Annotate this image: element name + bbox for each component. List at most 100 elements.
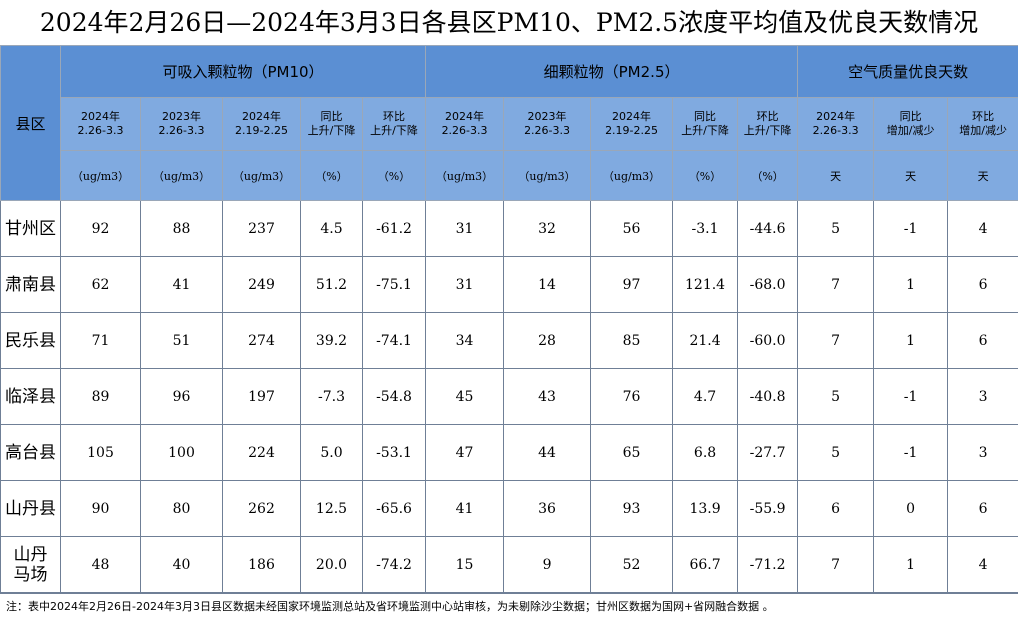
value-cell: 51 — [141, 313, 223, 369]
title: 2024年2月26日—2024年3月3日各县区PM10、PM2.5浓度平均值及优… — [0, 0, 1018, 45]
value-cell: -53.1 — [363, 425, 426, 481]
unit-header: （ug/m3） — [504, 151, 591, 201]
unit-header: 天 — [948, 151, 1018, 201]
cell-line: 上升/下降 — [738, 124, 797, 138]
unit-header: （ug/m3） — [141, 151, 223, 201]
value-cell: 262 — [223, 481, 301, 537]
value-cell: 93 — [591, 481, 673, 537]
value-cell: 52 — [591, 537, 673, 593]
value-cell: 80 — [141, 481, 223, 537]
unit-header: （%） — [301, 151, 363, 201]
value-cell: 92 — [61, 201, 141, 257]
unit-header: （ug/m3） — [591, 151, 673, 201]
value-cell: 32 — [504, 201, 591, 257]
value-cell: 40 — [141, 537, 223, 593]
group-header: 空气质量优良天数 — [798, 46, 1018, 98]
value-cell: 6 — [948, 481, 1018, 537]
value-cell: 5 — [798, 369, 874, 425]
value-cell: 36 — [504, 481, 591, 537]
value-cell: 12.5 — [301, 481, 363, 537]
cell-line: 2.19-2.25 — [591, 124, 672, 138]
value-cell: 14 — [504, 257, 591, 313]
value-cell: 224 — [223, 425, 301, 481]
value-cell: 7 — [798, 313, 874, 369]
table-row: 县区可吸入颗粒物（PM10）细颗粒物（PM2.5）空气质量优良天数 — [1, 46, 1018, 98]
value-cell: 85 — [591, 313, 673, 369]
value-cell: 76 — [591, 369, 673, 425]
value-cell: 237 — [223, 201, 301, 257]
value-cell: 4 — [948, 201, 1018, 257]
value-cell: 9 — [504, 537, 591, 593]
value-cell: 20.0 — [301, 537, 363, 593]
value-cell: -3.1 — [673, 201, 738, 257]
unit-header: 天 — [798, 151, 874, 201]
value-cell: 28 — [504, 313, 591, 369]
sub-header: 同比增加/减少 — [874, 98, 948, 151]
cell-line: 上升/下降 — [301, 124, 362, 138]
cell-line: 环比 — [363, 110, 425, 124]
value-cell: 88 — [141, 201, 223, 257]
cell-line: 2023年 — [141, 110, 222, 124]
footnote: 注：表中2024年2月26日-2024年3月3日县区数据未经国家环境监测总站及省… — [0, 593, 1018, 627]
value-cell: 90 — [61, 481, 141, 537]
cell-line: 肃南县 — [1, 275, 60, 295]
value-cell: 7 — [798, 257, 874, 313]
value-cell: 15 — [426, 537, 504, 593]
cell-line: 2024年 — [61, 110, 140, 124]
value-cell: -1 — [874, 425, 948, 481]
value-cell: -1 — [874, 201, 948, 257]
cell-line: 临泽县 — [1, 387, 60, 407]
value-cell: -75.1 — [363, 257, 426, 313]
value-cell: -55.9 — [738, 481, 798, 537]
value-cell: 45 — [426, 369, 504, 425]
cell-line: 环比 — [948, 110, 1018, 124]
cell-line: 2.26-3.3 — [798, 124, 873, 138]
value-cell: 1 — [874, 257, 948, 313]
value-cell: 6.8 — [673, 425, 738, 481]
value-cell: 121.4 — [673, 257, 738, 313]
value-cell: 274 — [223, 313, 301, 369]
value-cell: -27.7 — [738, 425, 798, 481]
value-cell: 186 — [223, 537, 301, 593]
value-cell: 197 — [223, 369, 301, 425]
cell-line: 2023年 — [504, 110, 590, 124]
cell-line: 2.26-3.3 — [426, 124, 503, 138]
unit-header: （ug/m3） — [61, 151, 141, 201]
region-label: 山丹县 — [1, 481, 61, 537]
value-cell: 34 — [426, 313, 504, 369]
sub-header: 环比增加/减少 — [948, 98, 1018, 151]
group-header: 可吸入颗粒物（PM10） — [61, 46, 426, 98]
value-cell: 3 — [948, 425, 1018, 481]
value-cell: 6 — [948, 257, 1018, 313]
region-label: 临泽县 — [1, 369, 61, 425]
value-cell: 4 — [948, 537, 1018, 593]
cell-line: 2.19-2.25 — [223, 124, 300, 138]
value-cell: 41 — [426, 481, 504, 537]
value-cell: 39.2 — [301, 313, 363, 369]
cell-line: 增加/减少 — [874, 124, 947, 138]
value-cell: 6 — [948, 313, 1018, 369]
value-cell: 1 — [874, 313, 948, 369]
region-label: 民乐县 — [1, 313, 61, 369]
cell-line: 2024年 — [223, 110, 300, 124]
value-cell: 1 — [874, 537, 948, 593]
cell-line: 同比 — [673, 110, 737, 124]
value-cell: -54.8 — [363, 369, 426, 425]
group-header: 细颗粒物（PM2.5） — [426, 46, 798, 98]
value-cell: 5 — [798, 201, 874, 257]
cell-line: 环比 — [738, 110, 797, 124]
